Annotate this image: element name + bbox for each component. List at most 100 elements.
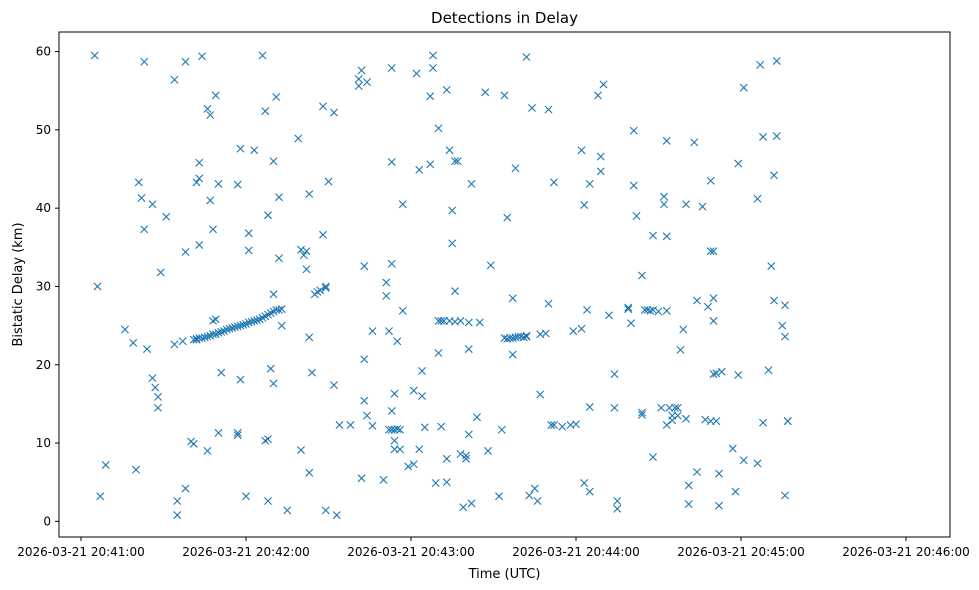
data-point	[781, 491, 789, 500]
data-point	[299, 251, 308, 260]
data-point	[717, 367, 726, 376]
data-point	[462, 454, 470, 463]
chart-title: Detections in Delay	[431, 9, 578, 27]
data-point	[244, 229, 253, 238]
data-point	[693, 468, 701, 477]
data-point	[698, 202, 707, 211]
y-tick-label: 30	[36, 279, 51, 293]
data-point	[154, 403, 162, 412]
data-point	[706, 176, 715, 185]
data-point	[442, 85, 451, 94]
data-point	[547, 421, 556, 430]
data-point	[495, 492, 503, 501]
data-point	[368, 421, 377, 430]
data-point	[332, 511, 341, 520]
data-point	[264, 496, 272, 505]
data-point	[101, 460, 110, 469]
data-point	[162, 212, 171, 221]
data-point	[662, 232, 671, 241]
data-point	[250, 316, 259, 325]
data-point	[638, 271, 646, 280]
data-point	[462, 451, 470, 460]
data-point	[585, 487, 594, 496]
data-point	[354, 74, 363, 83]
data-point	[297, 245, 305, 254]
data-point	[244, 318, 253, 327]
data-point	[759, 132, 767, 141]
data-point	[269, 290, 278, 299]
data-point	[429, 51, 437, 60]
data-point	[753, 194, 762, 203]
data-point	[577, 324, 586, 333]
data-point	[330, 108, 338, 117]
data-point	[283, 506, 292, 515]
data-point	[709, 370, 718, 379]
data-point	[624, 303, 633, 312]
data-point	[528, 103, 536, 112]
data-point	[448, 239, 457, 248]
data-point	[709, 247, 718, 256]
plot-area	[58, 31, 951, 538]
y-tick-label: 40	[36, 201, 51, 215]
y-tick-label: 20	[36, 358, 51, 372]
data-point	[541, 329, 550, 338]
data-point	[577, 146, 586, 155]
data-point	[580, 201, 589, 210]
data-point	[525, 491, 534, 500]
data-point	[418, 367, 426, 376]
data-point	[772, 56, 781, 65]
data-point	[264, 435, 272, 444]
data-point	[233, 431, 242, 440]
x-tick-label: 2026-03-21 20:42:00	[182, 545, 309, 559]
data-point	[195, 158, 204, 167]
data-point	[393, 337, 402, 346]
data-point	[206, 196, 215, 205]
data-point	[693, 296, 701, 305]
y-axis-ticks: 0 10 20 30 40 50 60	[36, 45, 59, 528]
data-point	[673, 411, 682, 420]
data-point	[569, 327, 578, 336]
data-point	[236, 144, 245, 153]
data-point	[181, 57, 190, 66]
data-point	[156, 268, 165, 277]
data-point	[731, 487, 740, 496]
data-point	[778, 321, 787, 330]
y-tick-label: 50	[36, 123, 51, 137]
data-point	[409, 386, 418, 395]
x-tick-label: 2026-03-21 20:44:00	[512, 545, 639, 559]
data-point	[709, 316, 718, 325]
data-point	[247, 317, 256, 326]
data-point	[660, 200, 668, 209]
data-point	[203, 104, 212, 113]
data-point	[244, 246, 253, 255]
data-point	[321, 284, 330, 293]
data-point	[770, 296, 778, 305]
data-point	[170, 340, 179, 349]
data-point	[734, 370, 743, 379]
data-point	[294, 134, 303, 143]
data-point	[173, 511, 182, 520]
axes-frame	[58, 31, 951, 538]
data-point	[682, 414, 690, 423]
data-point	[387, 157, 396, 166]
data-point	[459, 503, 468, 512]
data-point	[360, 262, 369, 271]
data-point	[536, 390, 545, 399]
data-point	[250, 146, 259, 155]
data-point	[662, 136, 671, 145]
data-point	[178, 337, 187, 346]
data-point	[662, 306, 671, 315]
data-point	[390, 389, 399, 398]
data-point	[321, 282, 330, 291]
data-point	[140, 57, 149, 66]
data-point	[511, 164, 520, 173]
x-tick-label: 2026-03-21 20:46:00	[842, 545, 969, 559]
data-point	[266, 364, 275, 373]
data-point	[484, 446, 492, 455]
data-point	[409, 460, 418, 469]
data-point	[143, 345, 151, 354]
x-tick-label: 2026-03-21 20:43:00	[347, 545, 474, 559]
data-point	[632, 212, 641, 220]
data-point	[764, 366, 773, 375]
